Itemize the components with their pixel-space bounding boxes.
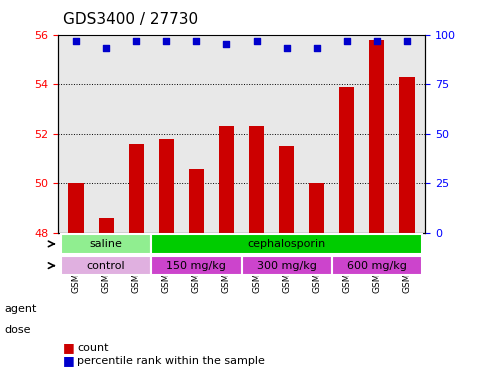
Text: percentile rank within the sample: percentile rank within the sample <box>77 356 265 366</box>
Point <box>373 38 381 44</box>
Point <box>102 45 110 51</box>
Point <box>72 38 80 44</box>
Text: saline: saline <box>90 239 123 249</box>
Bar <box>128 144 144 233</box>
Point <box>403 38 411 44</box>
Text: count: count <box>77 343 109 353</box>
Bar <box>159 139 174 233</box>
Bar <box>69 184 84 233</box>
FancyBboxPatch shape <box>61 234 151 254</box>
Bar <box>369 40 384 233</box>
Text: GDS3400 / 27730: GDS3400 / 27730 <box>63 12 198 27</box>
Point <box>162 38 170 44</box>
Bar <box>339 87 355 233</box>
FancyBboxPatch shape <box>151 234 422 254</box>
FancyBboxPatch shape <box>151 256 242 275</box>
Point <box>343 38 351 44</box>
Bar <box>189 169 204 233</box>
FancyBboxPatch shape <box>242 256 332 275</box>
Bar <box>249 126 264 233</box>
FancyBboxPatch shape <box>332 256 422 275</box>
Bar <box>219 126 234 233</box>
Point <box>223 41 230 48</box>
Point <box>132 38 140 44</box>
FancyBboxPatch shape <box>61 256 151 275</box>
Bar <box>99 218 114 233</box>
Text: 600 mg/kg: 600 mg/kg <box>347 261 407 271</box>
Bar <box>309 184 324 233</box>
Text: ■: ■ <box>63 354 74 367</box>
Bar <box>279 146 294 233</box>
Point <box>193 38 200 44</box>
Point <box>283 45 290 51</box>
Point <box>313 45 321 51</box>
Text: dose: dose <box>5 325 31 335</box>
Text: cephalosporin: cephalosporin <box>247 239 326 249</box>
Text: 300 mg/kg: 300 mg/kg <box>256 261 316 271</box>
Bar <box>399 77 414 233</box>
Text: ■: ■ <box>63 341 74 354</box>
Text: control: control <box>87 261 126 271</box>
Text: agent: agent <box>5 304 37 314</box>
Point <box>253 38 260 44</box>
Text: 150 mg/kg: 150 mg/kg <box>167 261 227 271</box>
